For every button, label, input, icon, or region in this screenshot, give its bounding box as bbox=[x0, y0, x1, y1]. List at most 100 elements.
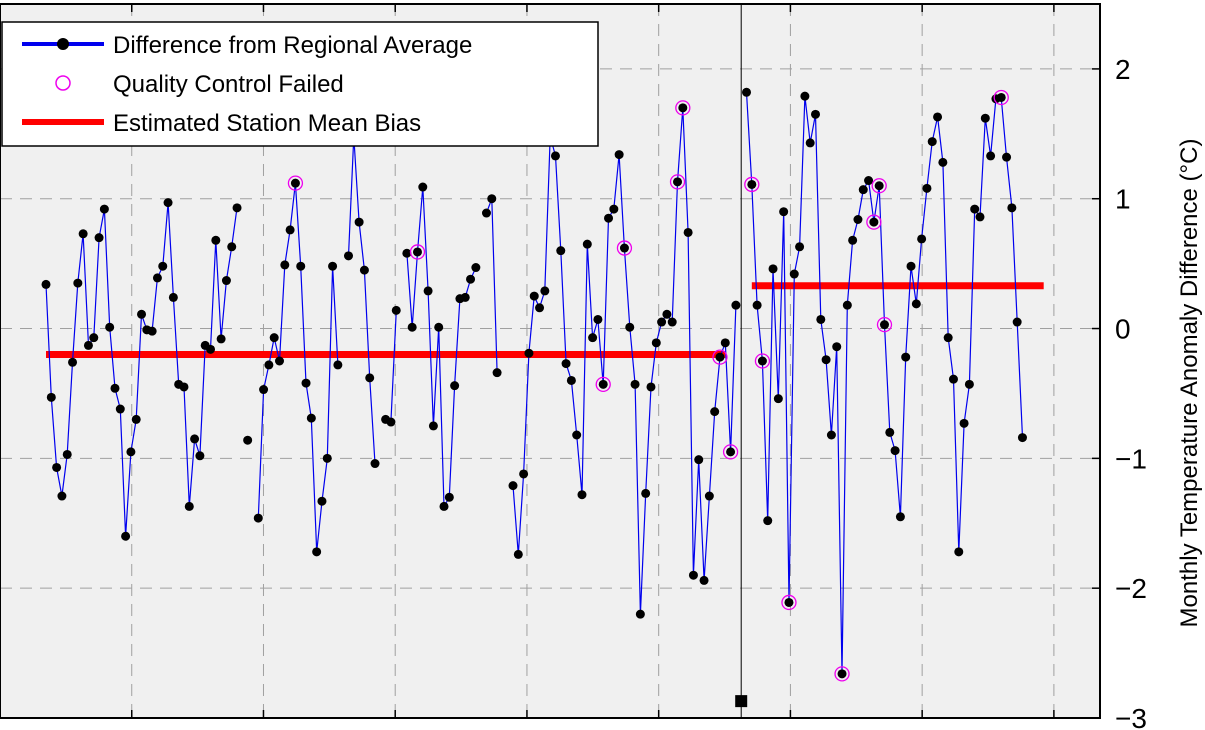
data-point bbox=[657, 317, 667, 327]
data-point bbox=[800, 91, 810, 101]
data-point bbox=[444, 492, 454, 502]
data-point bbox=[365, 373, 375, 383]
data-point bbox=[837, 669, 847, 679]
data-point bbox=[163, 198, 173, 208]
data-points bbox=[41, 87, 1027, 679]
data-point bbox=[614, 150, 624, 160]
data-point bbox=[121, 531, 131, 541]
data-point bbox=[253, 513, 263, 523]
data-point bbox=[391, 305, 401, 315]
data-point bbox=[927, 137, 937, 147]
data-point bbox=[795, 242, 805, 252]
qc-failed-point bbox=[675, 100, 691, 116]
data-point bbox=[83, 340, 93, 350]
data-point bbox=[895, 512, 905, 522]
data-point bbox=[168, 292, 178, 302]
data-point bbox=[635, 609, 645, 619]
data-point bbox=[152, 273, 162, 283]
data-point bbox=[211, 235, 221, 245]
data-point bbox=[359, 265, 369, 275]
data-point bbox=[471, 263, 481, 273]
y-tick-label: −2 bbox=[1115, 573, 1147, 604]
qc-failed-point bbox=[287, 175, 304, 191]
data-point bbox=[46, 392, 56, 402]
data-point bbox=[131, 414, 141, 424]
data-point bbox=[524, 348, 534, 358]
data-point bbox=[948, 374, 958, 384]
qc-failed-point bbox=[669, 174, 686, 190]
data-point bbox=[418, 182, 428, 192]
qc-failed-point bbox=[595, 376, 611, 393]
data-point bbox=[593, 314, 603, 324]
data-point bbox=[789, 269, 799, 279]
data-point bbox=[768, 264, 778, 274]
data-point bbox=[901, 352, 911, 362]
data-point bbox=[667, 317, 677, 327]
legend-label-qc: Quality Control Failed bbox=[113, 71, 344, 98]
data-point bbox=[428, 421, 438, 431]
data-point bbox=[317, 496, 327, 506]
qc-failed-point bbox=[871, 178, 887, 194]
data-point bbox=[439, 501, 449, 511]
data-point bbox=[412, 247, 422, 257]
data-point bbox=[89, 333, 99, 343]
data-point bbox=[773, 394, 783, 404]
changepoint-marker bbox=[735, 4, 748, 718]
data-point bbox=[301, 378, 311, 388]
data-point bbox=[115, 404, 125, 414]
data-point bbox=[588, 333, 598, 343]
data-point bbox=[402, 248, 412, 258]
series-line bbox=[347, 136, 376, 464]
data-point bbox=[704, 491, 714, 501]
data-point bbox=[763, 516, 773, 526]
data-point bbox=[306, 413, 316, 423]
data-point bbox=[726, 447, 736, 457]
data-point bbox=[731, 300, 741, 310]
qc-failed-point bbox=[722, 444, 739, 460]
data-point bbox=[434, 322, 444, 332]
data-point bbox=[625, 322, 635, 332]
data-point bbox=[513, 549, 523, 559]
legend-marker-difference bbox=[57, 38, 69, 50]
data-point bbox=[487, 194, 497, 204]
data-point bbox=[906, 261, 916, 271]
data-point bbox=[41, 279, 51, 289]
qc-failed-point bbox=[993, 89, 1009, 106]
qc-failed-point bbox=[616, 240, 633, 256]
data-point bbox=[158, 261, 168, 271]
axes-frame bbox=[0, 3, 1101, 719]
qc-failed-point bbox=[781, 594, 797, 611]
data-point bbox=[328, 261, 338, 271]
data-point bbox=[821, 355, 831, 365]
data-point bbox=[126, 447, 136, 457]
legend-label-bias: Estimated Station Mean Bias bbox=[113, 110, 421, 137]
data-point bbox=[57, 491, 67, 501]
data-point bbox=[986, 151, 996, 161]
data-point bbox=[550, 151, 560, 161]
series-line bbox=[257, 183, 339, 552]
data-point bbox=[810, 109, 820, 119]
data-point bbox=[816, 314, 826, 324]
legend-label-difference: Difference from Regional Average bbox=[113, 32, 472, 59]
data-point bbox=[184, 501, 194, 511]
y-tick-label: 1 bbox=[1115, 184, 1131, 215]
data-point bbox=[747, 179, 757, 189]
data-point bbox=[343, 251, 353, 261]
data-point bbox=[848, 235, 858, 245]
data-point bbox=[280, 260, 290, 270]
data-point bbox=[980, 113, 990, 123]
data-point bbox=[646, 382, 656, 392]
y-tick-label: −1 bbox=[1115, 443, 1147, 474]
data-point bbox=[970, 204, 980, 214]
data-point bbox=[890, 446, 900, 456]
data-point bbox=[529, 291, 539, 301]
data-point bbox=[954, 547, 964, 557]
data-point bbox=[269, 333, 279, 343]
data-point bbox=[869, 217, 879, 227]
data-point bbox=[911, 299, 921, 309]
data-point bbox=[179, 382, 189, 392]
data-point bbox=[858, 185, 868, 195]
data-point bbox=[1012, 317, 1022, 327]
data-point bbox=[147, 326, 157, 336]
